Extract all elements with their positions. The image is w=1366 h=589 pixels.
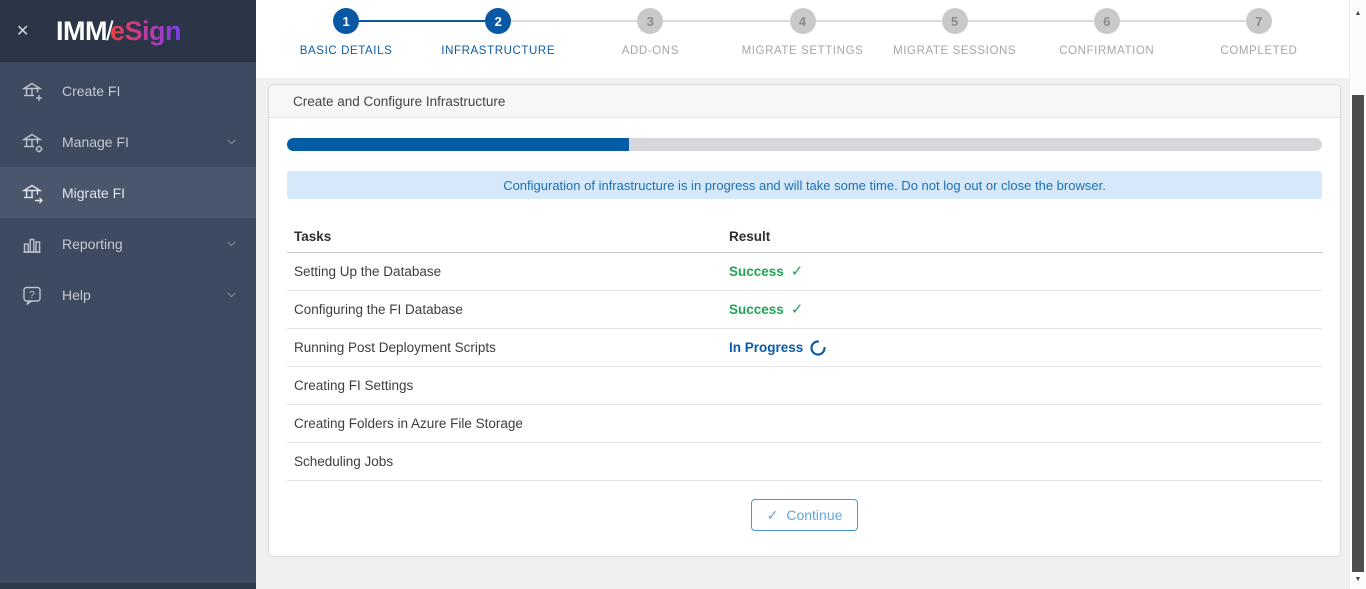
close-icon[interactable]: ✕ bbox=[16, 23, 30, 40]
sidebar-item-manage-fi[interactable]: Manage FI bbox=[0, 116, 256, 167]
sidebar: ✕ IMM/eSign Create FI Manage F bbox=[0, 0, 256, 589]
continue-button[interactable]: ✓ Continue bbox=[750, 499, 859, 531]
task-result: In Progress bbox=[729, 340, 804, 355]
step-label: COMPLETED bbox=[1220, 45, 1298, 57]
sidebar-item-reporting[interactable]: Reporting bbox=[0, 218, 256, 269]
sidebar-menu: Create FI Manage FI Migr bbox=[0, 62, 256, 320]
step-label: ADD-ONS bbox=[621, 45, 679, 57]
progress-bar-fill bbox=[287, 138, 629, 151]
task-name: Configuring the FI Database bbox=[294, 302, 463, 317]
task-name: Running Post Deployment Scripts bbox=[294, 340, 496, 355]
logo-imm: IMM bbox=[56, 15, 107, 46]
bank-plus-icon bbox=[20, 79, 44, 103]
sidebar-item-label: Manage FI bbox=[62, 133, 129, 150]
tasks-column-header: Tasks bbox=[294, 228, 332, 244]
info-banner: Configuration of infrastructure is in pr… bbox=[287, 171, 1322, 199]
scroll-down-arrow-icon[interactable]: ▼ bbox=[1354, 575, 1362, 583]
app-logo: IMM/eSign bbox=[56, 15, 182, 47]
sidebar-item-label: Reporting bbox=[62, 235, 123, 252]
wizard-stepper: 1 BASIC DETAILS 2 INFRASTRUCTURE 3 ADD-O… bbox=[256, 0, 1349, 57]
step-circle[interactable]: 7 bbox=[1245, 8, 1272, 34]
scrollbar-thumb[interactable] bbox=[1352, 95, 1364, 572]
step-label: INFRASTRUCTURE bbox=[441, 45, 556, 57]
panel-title: Create and Configure Infrastructure bbox=[269, 85, 1340, 118]
table-row: Creating Folders in Azure File Storage bbox=[287, 405, 1322, 443]
step-label: CONFIRMATION bbox=[1059, 45, 1155, 57]
sidebar-item-label: Migrate FI bbox=[62, 184, 126, 201]
step-label: MIGRATE SESSIONS bbox=[893, 45, 1017, 57]
table-header-row: Tasks Result bbox=[287, 220, 1322, 253]
logo-esign: eSign bbox=[110, 15, 182, 46]
table-row: Configuring the FI Database Success ✓ bbox=[287, 291, 1322, 329]
task-name: Setting Up the Database bbox=[294, 264, 442, 279]
step-infrastructure[interactable]: 2 INFRASTRUCTURE bbox=[422, 8, 575, 57]
step-basic-details[interactable]: 1 BASIC DETAILS bbox=[270, 8, 423, 57]
step-circle[interactable]: 5 bbox=[941, 8, 968, 34]
success-check-icon: ✓ bbox=[790, 301, 804, 318]
progress-bar bbox=[287, 138, 1322, 151]
bank-gear-icon bbox=[20, 130, 44, 154]
sidebar-item-label: Help bbox=[62, 286, 91, 303]
step-label: BASIC DETAILS bbox=[299, 45, 393, 57]
chevron-down-icon bbox=[225, 237, 238, 250]
infrastructure-panel: Create and Configure Infrastructure Conf… bbox=[268, 84, 1341, 557]
step-circle[interactable]: 6 bbox=[1093, 8, 1120, 34]
task-result: Success bbox=[729, 264, 784, 279]
sidebar-footer-strip bbox=[0, 583, 256, 589]
sidebar-item-migrate-fi[interactable]: Migrate FI bbox=[0, 167, 256, 218]
step-circle[interactable]: 4 bbox=[789, 8, 816, 34]
svg-text:?: ? bbox=[29, 289, 35, 301]
step-confirmation[interactable]: 6 CONFIRMATION bbox=[1030, 8, 1183, 57]
table-row: Running Post Deployment Scripts In Progr… bbox=[287, 329, 1322, 367]
bank-arrow-icon bbox=[20, 181, 44, 205]
table-row: Setting Up the Database Success ✓ bbox=[287, 253, 1322, 291]
logo-slash: / bbox=[106, 16, 114, 46]
scroll-up-arrow-icon[interactable]: ▲ bbox=[1354, 9, 1362, 17]
step-migrate-settings[interactable]: 4 MIGRATE SETTINGS bbox=[726, 8, 879, 57]
continue-button-label: Continue bbox=[786, 507, 843, 523]
spinner-icon bbox=[810, 339, 826, 356]
sidebar-item-label: Create FI bbox=[62, 82, 121, 99]
step-circle[interactable]: 1 bbox=[333, 8, 360, 34]
result-column-header: Result bbox=[729, 228, 771, 244]
step-completed[interactable]: 7 COMPLETED bbox=[1182, 8, 1335, 57]
task-name: Creating FI Settings bbox=[294, 378, 414, 393]
task-name: Scheduling Jobs bbox=[294, 454, 394, 469]
step-circle[interactable]: 3 bbox=[637, 8, 664, 34]
table-row: Scheduling Jobs bbox=[287, 443, 1322, 481]
sidebar-item-create-fi[interactable]: Create FI bbox=[0, 65, 256, 116]
sidebar-item-help[interactable]: ? Help bbox=[0, 269, 256, 320]
task-name: Creating Folders in Azure File Storage bbox=[294, 416, 523, 431]
chevron-down-icon bbox=[225, 288, 238, 301]
sidebar-header: ✕ IMM/eSign bbox=[0, 0, 256, 62]
step-label: MIGRATE SETTINGS bbox=[741, 45, 864, 57]
panel-body: Configuration of infrastructure is in pr… bbox=[269, 118, 1340, 531]
check-icon: ✓ bbox=[766, 506, 779, 523]
wizard-stepper-bar: 1 BASIC DETAILS 2 INFRASTRUCTURE 3 ADD-O… bbox=[256, 0, 1349, 78]
success-check-icon: ✓ bbox=[790, 263, 804, 280]
table-row: Creating FI Settings bbox=[287, 367, 1322, 405]
vertical-scrollbar[interactable]: ▲ ▼ bbox=[1349, 0, 1366, 589]
bar-chart-icon bbox=[20, 232, 44, 256]
step-circle[interactable]: 2 bbox=[485, 8, 512, 34]
chevron-down-icon bbox=[225, 135, 238, 148]
step-add-ons[interactable]: 3 ADD-ONS bbox=[574, 8, 727, 57]
task-result: Success bbox=[729, 302, 784, 317]
step-migrate-sessions[interactable]: 5 MIGRATE SESSIONS bbox=[878, 8, 1031, 57]
tasks-table: Tasks Result Setting Up the Database Suc… bbox=[287, 220, 1322, 481]
help-icon: ? bbox=[20, 283, 44, 307]
